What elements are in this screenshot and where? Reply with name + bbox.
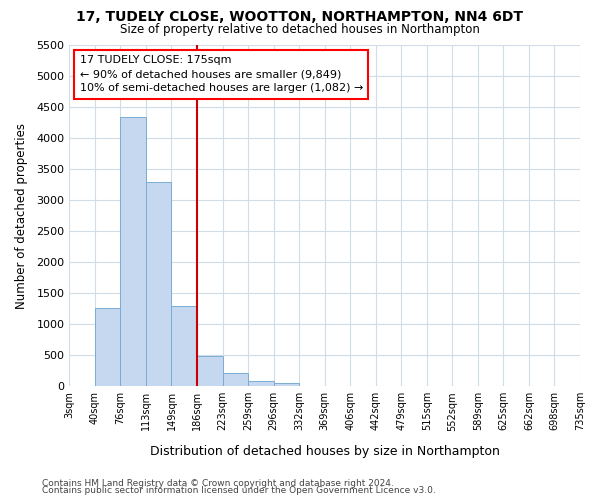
Bar: [274, 383, 299, 386]
X-axis label: Distribution of detached houses by size in Northampton: Distribution of detached houses by size …: [150, 444, 500, 458]
Bar: [172, 306, 197, 386]
Bar: [95, 308, 121, 386]
Text: Contains public sector information licensed under the Open Government Licence v3: Contains public sector information licen…: [42, 486, 436, 495]
Bar: [223, 372, 248, 386]
Bar: [146, 182, 172, 386]
Y-axis label: Number of detached properties: Number of detached properties: [15, 122, 28, 308]
Text: Size of property relative to detached houses in Northampton: Size of property relative to detached ho…: [120, 22, 480, 36]
Bar: [197, 356, 223, 386]
Bar: [248, 381, 274, 386]
Text: 17, TUDELY CLOSE, WOOTTON, NORTHAMPTON, NN4 6DT: 17, TUDELY CLOSE, WOOTTON, NORTHAMPTON, …: [77, 10, 523, 24]
Bar: [121, 117, 146, 386]
Text: Contains HM Land Registry data © Crown copyright and database right 2024.: Contains HM Land Registry data © Crown c…: [42, 478, 394, 488]
Text: 17 TUDELY CLOSE: 175sqm
← 90% of detached houses are smaller (9,849)
10% of semi: 17 TUDELY CLOSE: 175sqm ← 90% of detache…: [80, 55, 363, 93]
